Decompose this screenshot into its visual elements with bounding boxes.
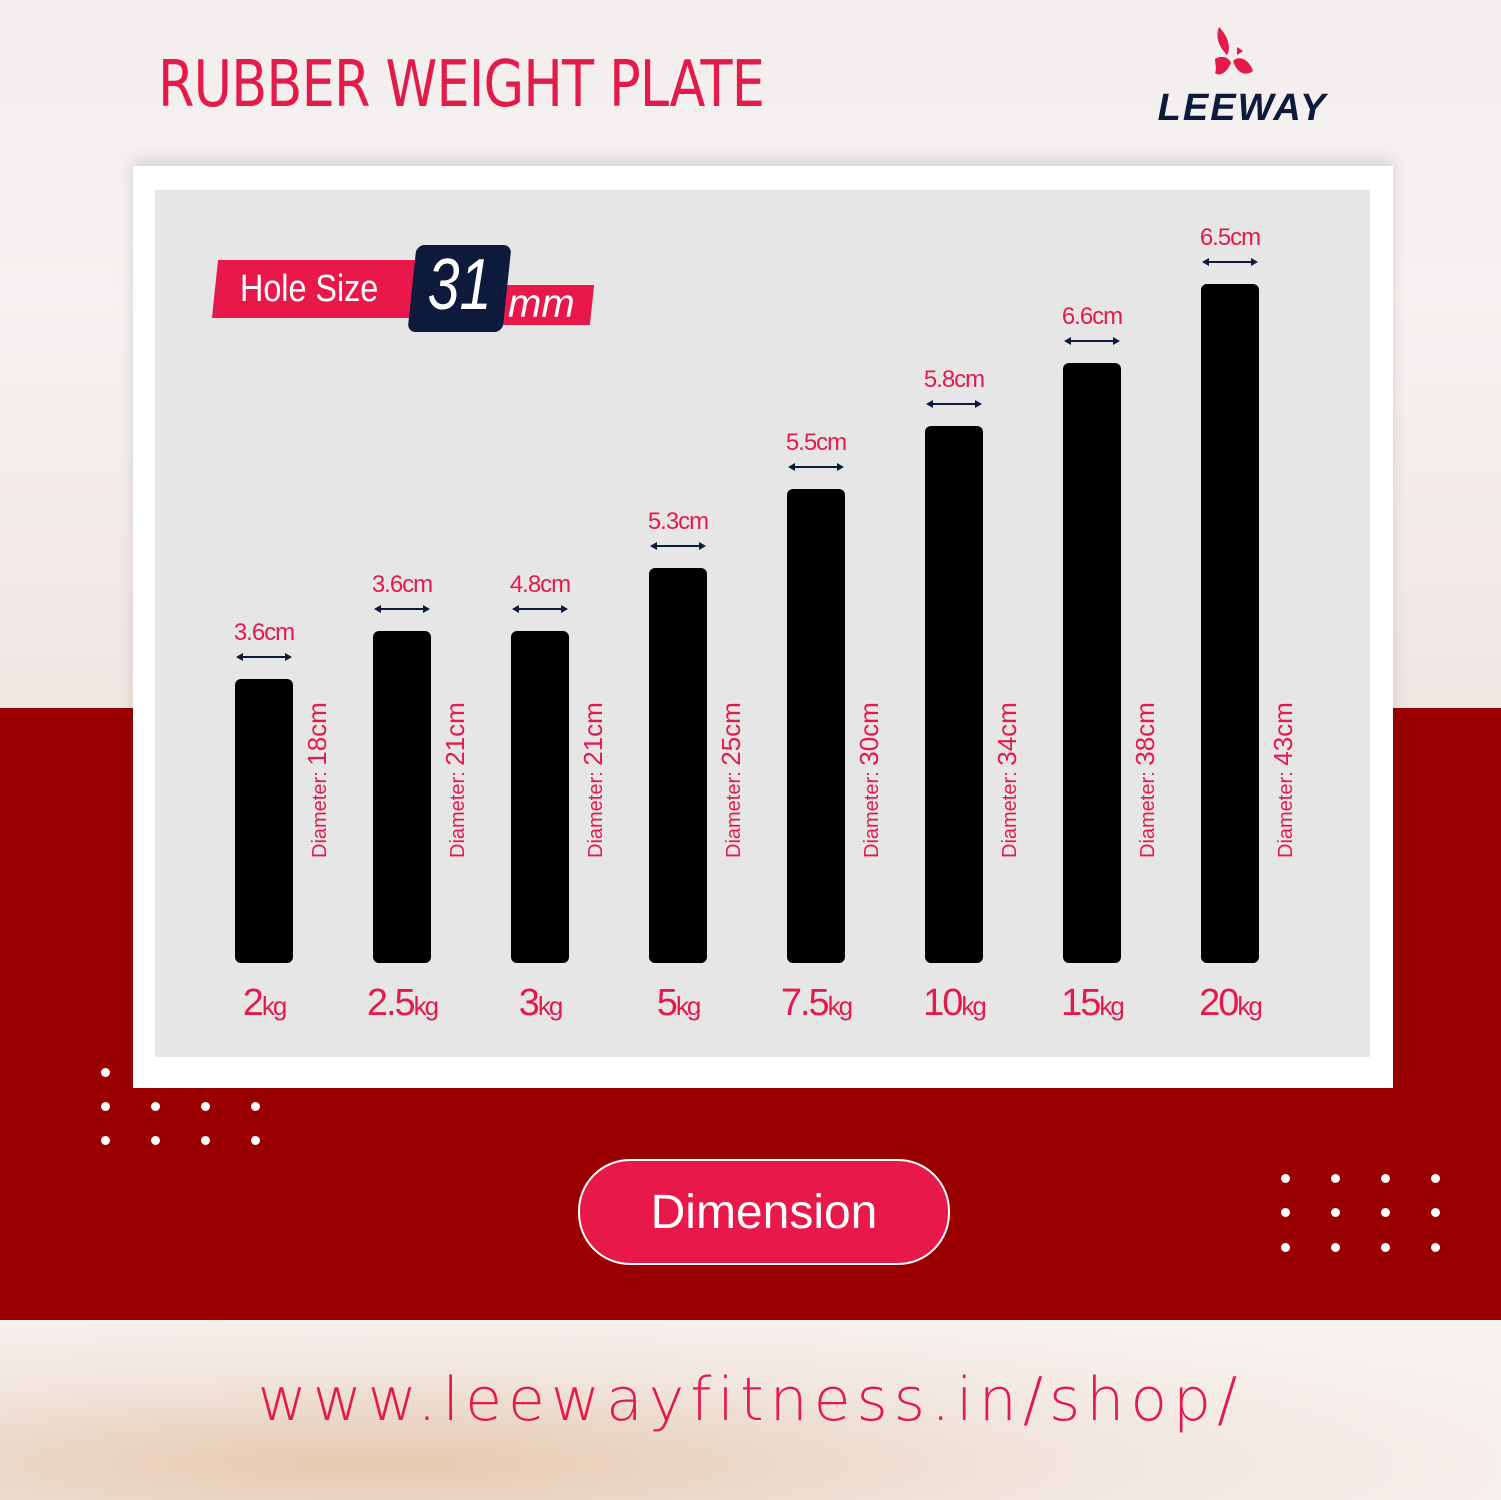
brand-logo: LEEWAY xyxy=(1135,25,1350,135)
weight-label: 7.5kg xyxy=(780,982,853,1024)
dot xyxy=(101,1102,110,1111)
diameter-label: Diameter: 34cm xyxy=(992,702,1023,858)
dot xyxy=(1281,1174,1290,1183)
plate-bar xyxy=(649,568,707,963)
diameter-prefix: Diameter: xyxy=(309,765,331,858)
thickness-label: 5.5cm xyxy=(785,429,847,456)
weight-label: 3kg xyxy=(518,982,564,1024)
diameter-value: 34cm xyxy=(992,702,1022,766)
diameter-prefix: Diameter: xyxy=(1137,765,1159,858)
bottom-background xyxy=(0,1320,1501,1500)
diameter-prefix: Diameter: xyxy=(861,765,883,858)
plate-bar xyxy=(925,425,983,963)
leeway-bird-logo-icon xyxy=(1215,27,1253,75)
thickness-label: 3.6cm xyxy=(233,618,295,646)
shop-url[interactable]: www.leewayfitness.in/shop/ xyxy=(257,1365,1244,1435)
dot xyxy=(1381,1208,1390,1217)
plate-bar xyxy=(511,631,569,963)
plate-bar xyxy=(1201,283,1259,963)
double-arrow-icon xyxy=(236,652,292,661)
hole-size-value: 31 xyxy=(427,245,492,325)
double-arrow-icon xyxy=(650,542,706,550)
dimension-panel xyxy=(155,190,1370,1057)
diameter-value: 21cm xyxy=(578,702,608,766)
diameter-prefix: Diameter: xyxy=(723,765,745,858)
hole-size-unit: mm xyxy=(508,282,575,326)
thickness-label: 3.6cm xyxy=(371,571,433,599)
dot xyxy=(151,1136,160,1145)
dot xyxy=(101,1068,110,1077)
thickness-label: 5.8cm xyxy=(923,365,985,393)
dot xyxy=(201,1102,210,1111)
weight-label: 15kg xyxy=(1061,982,1125,1024)
diameter-label: Diameter: 25cm xyxy=(716,702,747,858)
diameter-value: 25cm xyxy=(716,702,746,766)
double-arrow-icon xyxy=(926,399,982,408)
dot xyxy=(201,1136,210,1145)
weight-label: 5kg xyxy=(656,982,702,1024)
dot xyxy=(101,1136,110,1145)
diameter-prefix: Diameter: xyxy=(585,765,607,858)
dot xyxy=(151,1102,160,1111)
diameter-label: Diameter: 21cm xyxy=(578,702,609,858)
diameter-value: 30cm xyxy=(854,702,884,766)
diameter-label: Diameter: 18cm xyxy=(302,702,333,858)
brand-name: LEEWAY xyxy=(1157,87,1328,129)
double-arrow-icon xyxy=(374,605,430,614)
thickness-label: 4.8cm xyxy=(509,571,571,599)
double-arrow-icon xyxy=(512,605,568,614)
weight-label: 2kg xyxy=(242,982,288,1024)
dot xyxy=(1281,1243,1290,1252)
hole-size-label: Hole Size xyxy=(240,268,379,310)
double-arrow-icon xyxy=(788,463,844,471)
dot xyxy=(1431,1243,1440,1252)
weight-label: 20kg xyxy=(1199,982,1263,1024)
diameter-label: Diameter: 43cm xyxy=(1268,702,1299,858)
double-arrow-icon xyxy=(1064,336,1120,345)
diameter-prefix: Diameter: xyxy=(999,765,1021,858)
weight-label: 10kg xyxy=(923,982,987,1024)
plate-bar xyxy=(235,678,293,963)
dimension-button[interactable]: Dimension xyxy=(578,1159,950,1265)
dot xyxy=(1431,1208,1440,1217)
dot xyxy=(1331,1208,1340,1217)
plate-bar xyxy=(787,489,845,963)
diameter-value: 38cm xyxy=(1130,702,1160,766)
dot xyxy=(1281,1208,1290,1217)
diameter-value: 18cm xyxy=(302,702,332,766)
diameter-label: Diameter: 21cm xyxy=(440,702,471,858)
diameter-prefix: Diameter: xyxy=(1275,765,1297,858)
diameter-value: 43cm xyxy=(1268,702,1298,766)
thickness-label: 5.3cm xyxy=(647,508,709,535)
dot xyxy=(1381,1174,1390,1183)
dot xyxy=(251,1102,260,1111)
thickness-label: 6.6cm xyxy=(1061,302,1123,330)
plate-bar xyxy=(373,631,431,963)
double-arrow-icon xyxy=(1202,257,1258,266)
dot xyxy=(251,1136,260,1145)
diameter-prefix: Diameter: xyxy=(447,765,469,858)
plate-bar xyxy=(1063,362,1121,963)
dot xyxy=(1331,1174,1340,1183)
dot xyxy=(1331,1243,1340,1252)
thickness-label: 6.5cm xyxy=(1199,223,1261,251)
page-title: RUBBER WEIGHT PLATE xyxy=(158,48,765,122)
diameter-label: Diameter: 38cm xyxy=(1130,702,1161,858)
diameter-label: Diameter: 30cm xyxy=(854,702,885,858)
diameter-value: 21cm xyxy=(440,702,470,766)
weight-label: 2.5kg xyxy=(366,982,439,1024)
dot xyxy=(1431,1174,1440,1183)
dot xyxy=(1381,1243,1390,1252)
